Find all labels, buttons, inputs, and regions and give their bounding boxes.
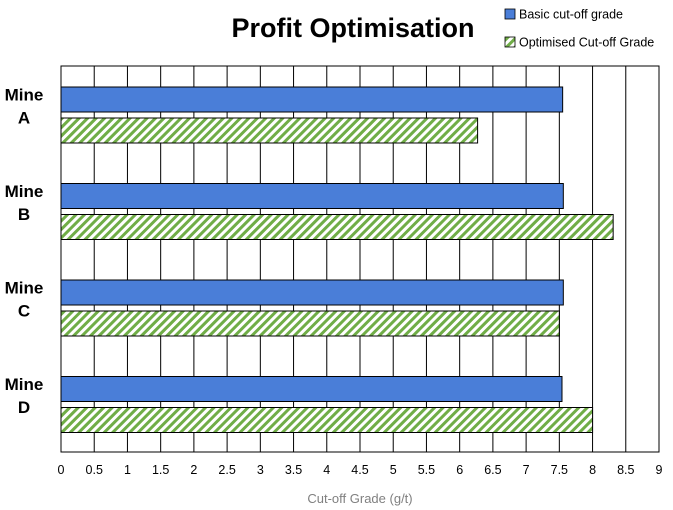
x-tick-label: 1 xyxy=(124,463,131,477)
bar-marks xyxy=(60,86,614,433)
chart-legend: Basic cut-off grade Optimised Cut-off Gra… xyxy=(504,8,654,50)
x-tick-label: 2.5 xyxy=(218,463,235,477)
x-tick-label: 7 xyxy=(523,463,530,477)
x-tick-label: 3.5 xyxy=(285,463,302,477)
x-tick-label: 6.5 xyxy=(484,463,501,477)
bar-optimised-b xyxy=(60,214,614,240)
x-tick-label: 4.5 xyxy=(351,463,368,477)
x-tick-label: 0.5 xyxy=(86,463,103,477)
x-tick-label: 2 xyxy=(190,463,197,477)
x-tick-label: 5.5 xyxy=(418,463,435,477)
x-tick-label: 7.5 xyxy=(551,463,568,477)
x-tick-label: 3 xyxy=(257,463,264,477)
x-axis-title: Cut-off Grade (g/t) xyxy=(307,491,412,506)
category-label: Mine D xyxy=(5,375,44,417)
x-tick-label: 0 xyxy=(58,463,65,477)
category-label: Mine A xyxy=(5,85,44,127)
category-label: Mine B xyxy=(5,182,44,224)
bar-optimised-c xyxy=(60,310,560,337)
bar-optimised-a xyxy=(60,117,479,144)
x-tick-label: 8.5 xyxy=(617,463,634,477)
x-tick-label: 6 xyxy=(456,463,463,477)
legend-label: Optimised Cut-off Grade xyxy=(519,36,654,50)
x-tick-label: 5 xyxy=(390,463,397,477)
legend-label: Basic cut-off grade xyxy=(519,8,623,22)
bar-basic-a xyxy=(60,86,564,113)
bar-basic-d xyxy=(60,376,563,402)
plot-area xyxy=(60,65,660,453)
bar-basic-b xyxy=(60,183,564,209)
x-tick-labels: 0 0.5 1 1.5 2 2.5 3 3.5 4 4.5 5 5.5 6 6.5 7 7.5 8 8.5 9 xyxy=(58,463,663,477)
x-tick-label: 1.5 xyxy=(152,463,169,477)
bar-optimised-d xyxy=(60,407,594,433)
chart-title: Profit Optimisation xyxy=(232,13,475,43)
bar-basic-c xyxy=(60,279,564,306)
x-tick-label: 8 xyxy=(589,463,596,477)
x-tick-label: 9 xyxy=(656,463,663,477)
category-label: Mine C xyxy=(5,278,44,320)
legend-swatch xyxy=(504,8,516,20)
x-tick-label: 4 xyxy=(323,463,330,477)
category-labels: Mine A Mine B Mine C Mine D xyxy=(5,85,44,417)
legend-swatch xyxy=(504,36,516,48)
